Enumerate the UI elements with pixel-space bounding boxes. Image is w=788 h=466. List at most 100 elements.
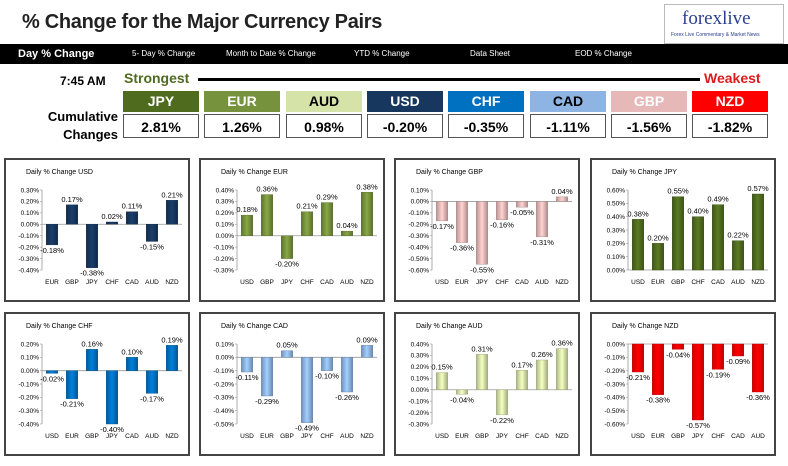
x-tick-label: JPY [692, 433, 705, 440]
bar-usd [436, 201, 449, 222]
data-label: 0.16% [81, 339, 103, 348]
data-label: 0.21% [296, 202, 318, 211]
data-label: -0.21% [626, 373, 650, 382]
y-tick-label: 0.00% [21, 222, 40, 229]
chart-jpy: Daily % Change JPY 0.60% 0.50% 0.40% 0.30% 0.… [590, 158, 776, 302]
y-tick-label: 0.00% [216, 355, 235, 362]
chart-eur: Daily % Change EUR 0.40% 0.30% 0.20% 0.10% 0.… [199, 158, 385, 302]
data-label: -0.38% [80, 269, 104, 278]
ranking-divider [198, 78, 700, 81]
y-tick-label: 0.20% [607, 241, 626, 248]
bar-jpy [300, 357, 313, 423]
data-label: 0.29% [316, 193, 338, 202]
x-tick-label: NZD [555, 279, 569, 286]
currency-badge-cad: CAD [530, 91, 606, 112]
tab-eod-change[interactable]: EOD % Change [575, 49, 632, 58]
x-tick-label: GBP [280, 433, 294, 440]
data-label: -0.11% [235, 373, 259, 382]
currency-change-chf: -0.35% [448, 114, 524, 138]
tab-data-sheet[interactable]: Data Sheet [470, 49, 511, 58]
bar-nzd [165, 200, 178, 225]
y-tick-label: 0.40% [607, 214, 626, 221]
y-tick-label: 0.40% [411, 341, 430, 348]
data-label: -0.31% [530, 238, 554, 247]
bar-cad [731, 343, 744, 357]
tab-day-change[interactable]: Day % Change [18, 44, 95, 64]
bar-chf [515, 370, 528, 390]
data-label: -0.21% [60, 400, 84, 409]
x-tick-label: USD [240, 433, 254, 440]
bar-cad [515, 201, 528, 208]
y-tick-label: -0.20% [408, 222, 429, 229]
x-tick-label: USD [631, 279, 645, 286]
y-tick-label: -0.20% [18, 244, 39, 251]
y-tick-label: 0.10% [607, 254, 626, 261]
bar-aud [535, 201, 548, 238]
chart-usd-svg: Daily % Change USD 0.30% 0.20% 0.10% 0.00% -0… [18, 169, 183, 286]
currency-badge-eur: EUR [204, 91, 280, 112]
x-tick-label: EUR [455, 433, 469, 440]
y-tick-label: 0.00% [411, 387, 430, 394]
bar-cad [535, 359, 548, 390]
currency-badge-aud: AUD [286, 91, 362, 112]
data-label: 0.38% [356, 182, 378, 191]
data-label: 0.19% [161, 335, 183, 344]
y-tick-label: 0.10% [21, 355, 40, 362]
data-label: -0.19% [706, 370, 730, 379]
bar-nzd [555, 196, 568, 202]
cumulative-changes-label: Cumulative Changes [47, 109, 118, 142]
x-tick-label: GBP [475, 433, 489, 440]
y-tick-label: -0.20% [18, 395, 39, 402]
y-tick-label: -0.30% [408, 233, 429, 240]
x-tick-label: CAD [731, 433, 745, 440]
currency-badge-usd: USD [367, 91, 443, 112]
data-label: 0.04% [551, 187, 573, 196]
data-label: -0.49% [295, 424, 319, 433]
y-tick-label: -0.60% [408, 267, 429, 274]
bar-cad [125, 211, 138, 225]
bar-nzd [165, 345, 178, 371]
x-tick-label: USD [240, 279, 254, 286]
data-label: -0.57% [686, 421, 710, 430]
x-tick-label: NZD [165, 433, 179, 440]
x-tick-label: AUD [731, 279, 745, 286]
data-label: -0.15% [140, 242, 164, 251]
data-label: 0.55% [667, 187, 689, 196]
data-label: 0.40% [687, 207, 709, 216]
tab-5-day-change[interactable]: 5- Day % Change [132, 49, 196, 58]
data-label: 0.11% [122, 202, 143, 211]
data-label: -0.02% [40, 374, 64, 383]
y-tick-label: 0.30% [21, 187, 40, 194]
y-tick-label: -0.10% [604, 355, 625, 362]
title-bar: % Change for the Major Currency Pairs fo… [0, 0, 788, 44]
currency-change-jpy: 2.81% [123, 114, 199, 138]
data-label: -0.04% [450, 395, 474, 404]
data-label: 0.36% [551, 339, 573, 348]
chart-cad-svg: Daily % Change CAD 0.10% 0.00% -0.10% -0.20%… [213, 323, 378, 440]
bar-nzd [751, 193, 764, 271]
tab-month-to-date-change[interactable]: Month to Date % Change [226, 49, 316, 58]
data-label: -0.40% [100, 425, 124, 434]
y-tick-label: 0.30% [216, 199, 235, 206]
x-tick-label: JPY [496, 433, 509, 440]
bar-eur [652, 243, 665, 271]
y-tick-label: -0.10% [408, 398, 429, 405]
page-title: % Change for the Major Currency Pairs [22, 11, 383, 33]
data-label: -0.05% [510, 208, 534, 217]
data-label: 0.05% [276, 341, 298, 350]
tab-ytd-change[interactable]: YTD % Change [354, 49, 410, 58]
tab-bar: Day % Change 5- Day % Change Month to Da… [0, 44, 788, 64]
bar-gbp [671, 343, 684, 350]
data-label: -0.29% [255, 397, 279, 406]
y-tick-label: -0.10% [408, 210, 429, 217]
bar-chf [300, 211, 313, 236]
x-tick-label: CAD [320, 279, 334, 286]
chart-title: Daily % Change CHF [26, 323, 93, 330]
y-tick-label: -0.50% [604, 408, 625, 415]
x-tick-label: AUD [145, 279, 159, 286]
bar-chf [105, 221, 118, 225]
chart-title: Daily % Change CAD [221, 323, 288, 330]
forexlive-logo[interactable]: forexlive Forex Live Commentary & Market… [664, 4, 784, 44]
y-tick-label: 0.50% [607, 201, 626, 208]
strongest-label: Strongest [124, 70, 190, 86]
